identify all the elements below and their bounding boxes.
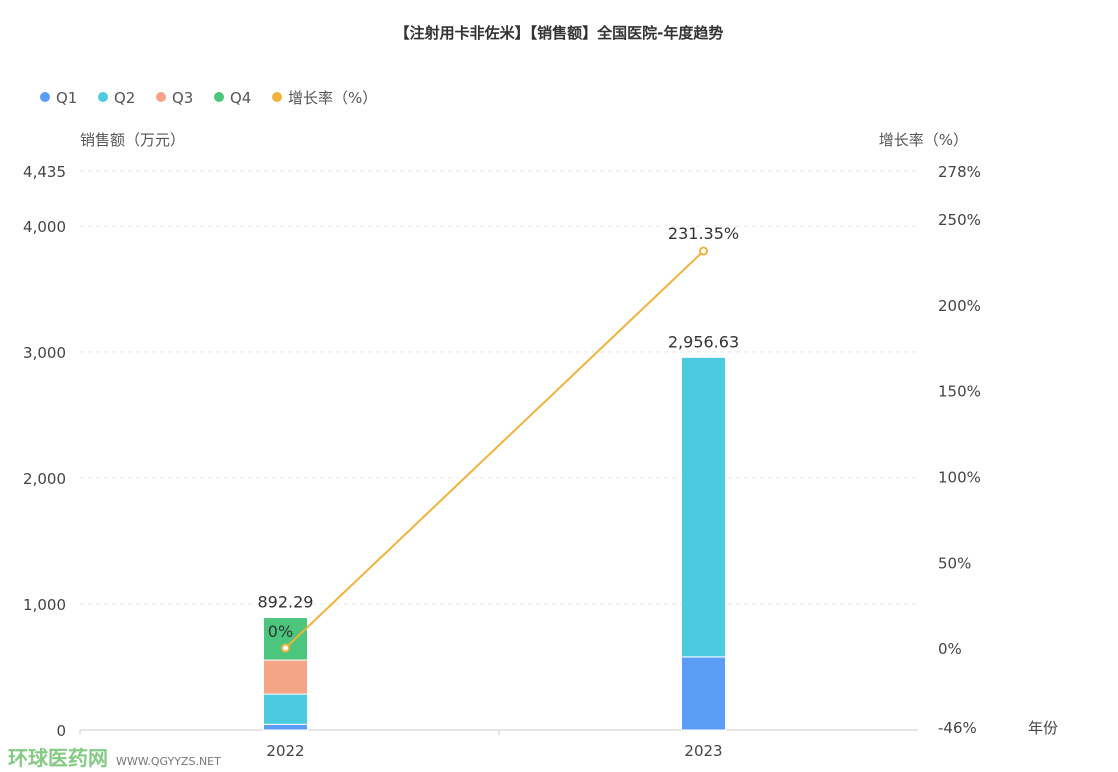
bar-total-label: 892.29	[258, 593, 314, 612]
chart-title: 【注射用卡非佐米】【销售额】全国医院-年度趋势	[395, 24, 724, 42]
bar-Q4-2022	[263, 617, 308, 661]
growth-rate-line	[284, 250, 705, 649]
y2-tick-label: 150%	[938, 383, 981, 401]
legend-marker-1	[98, 92, 108, 102]
y-tick-label: 0	[56, 722, 66, 740]
growth-rate-label: 231.35%	[668, 224, 739, 243]
growth-rate-point	[699, 246, 708, 256]
legend-label-1: Q2	[114, 89, 135, 107]
bar-Q3-2022	[263, 659, 308, 695]
growth-rate-point	[281, 643, 290, 653]
y2-tick-label: 0%	[938, 640, 962, 658]
y2-tick-label: 250%	[938, 211, 981, 229]
legend-label-4: 增长率（%）	[288, 89, 377, 107]
legend-label-3: Q4	[230, 89, 251, 107]
y2-axis-title: 增长率（%）	[879, 131, 968, 149]
legend-marker-0	[40, 92, 50, 102]
watermark-logo: 环球医药网 WWW.QGYYZS.NET	[8, 742, 221, 771]
bar-Q2-2022	[263, 693, 308, 725]
legend-label-2: Q3	[172, 89, 193, 107]
legend-marker-3	[214, 92, 224, 102]
y-tick-label: 4,435	[23, 163, 66, 181]
y2-tick-label: 100%	[938, 468, 981, 486]
y2-tick-label: 50%	[938, 554, 971, 572]
legend-label-0: Q1	[56, 89, 77, 107]
x-axis-title: 年份	[1028, 719, 1058, 737]
y2-tick-label: -46%	[938, 719, 977, 737]
y-tick-label: 1,000	[23, 596, 66, 614]
watermark-url: WWW.QGYYZS.NET	[116, 755, 221, 768]
legend-marker-2	[156, 92, 166, 102]
bar-Q2-2023	[681, 356, 726, 658]
legend-marker-4	[272, 92, 282, 102]
bar-total-label: 2,956.63	[668, 332, 739, 351]
y-axis-title: 销售额（万元）	[80, 131, 185, 149]
y-tick-label: 2,000	[23, 470, 66, 488]
y-tick-label: 4,000	[23, 218, 66, 236]
x-tick-label: 2023	[684, 742, 722, 760]
y2-tick-label: 200%	[938, 297, 981, 315]
y-tick-label: 3,000	[23, 344, 66, 362]
y2-tick-label: 278%	[938, 163, 981, 181]
bar-Q1-2022	[263, 723, 308, 731]
bar-Q1-2023	[681, 656, 726, 731]
watermark-name: 环球医药网	[8, 746, 108, 770]
growth-rate-label: 0%	[268, 622, 293, 641]
x-tick-label: 2022	[266, 742, 304, 760]
